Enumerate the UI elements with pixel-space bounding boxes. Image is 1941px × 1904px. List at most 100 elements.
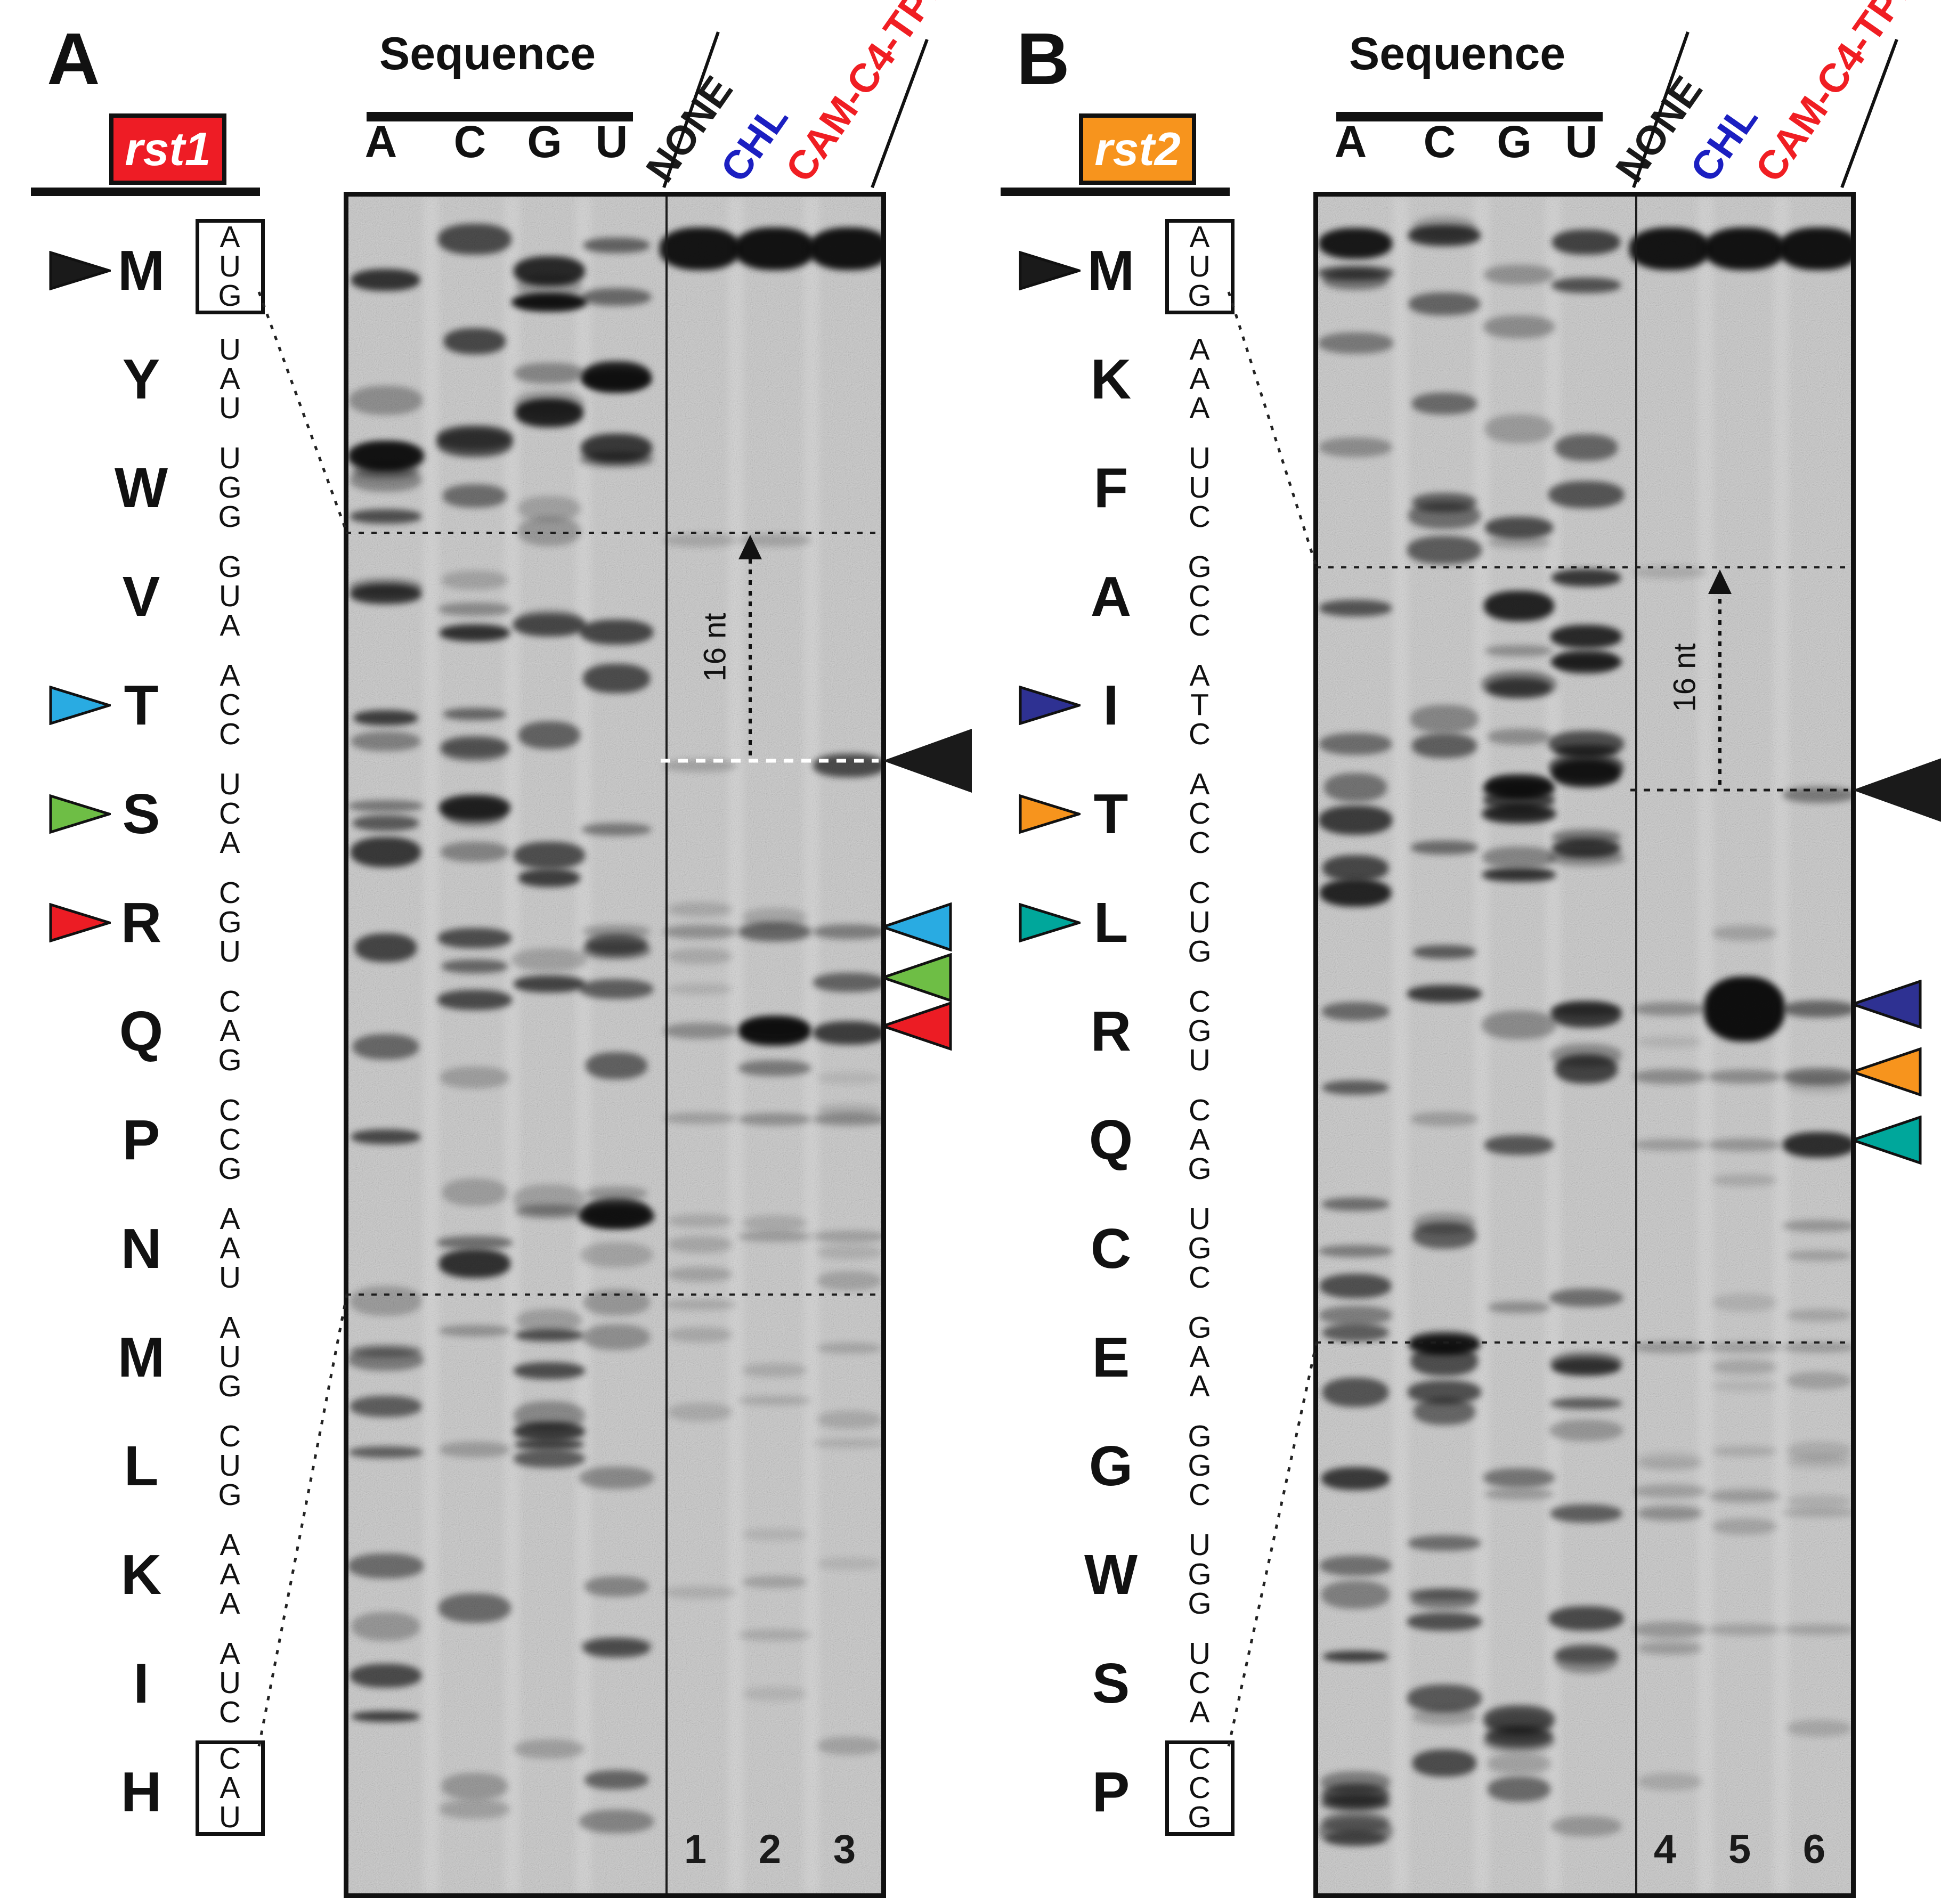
gel-band [664, 1023, 736, 1039]
gel-band [1712, 1380, 1776, 1392]
gel-band [438, 927, 511, 948]
gel-band [1319, 1274, 1392, 1298]
gel-band [664, 1112, 736, 1124]
residue-letter: Y [122, 348, 160, 411]
residue-letter: I [1103, 674, 1119, 737]
lane-gap-streak [1474, 197, 1490, 1893]
residue-marker-arrow-icon [49, 250, 114, 291]
gel-band [1634, 1341, 1706, 1353]
lane-number: 2 [758, 1827, 782, 1872]
residue-letter: S [122, 783, 160, 845]
residue-letter: M [117, 1326, 165, 1389]
gel-band [664, 1586, 736, 1599]
residue-letter: W [1084, 1543, 1138, 1606]
gel-band [351, 1711, 420, 1722]
gel-band [743, 1017, 807, 1036]
gel-band [580, 434, 653, 463]
gel-band [1783, 1220, 1851, 1232]
gel-band [1555, 434, 1618, 461]
gel-band [583, 1639, 650, 1658]
gel-band [582, 1324, 651, 1350]
gel-band [584, 1770, 648, 1789]
gel-band [1552, 229, 1620, 255]
gel-band [1318, 265, 1393, 281]
gel-band [350, 1396, 422, 1417]
gel-band [1787, 1077, 1851, 1094]
gel-band [352, 815, 419, 831]
gel-band [668, 1267, 732, 1282]
gel-band [581, 1637, 652, 1654]
gel-band [1638, 1504, 1702, 1521]
gel-band [1554, 1647, 1618, 1664]
seq-lane-label: U [595, 117, 628, 167]
gel-band [1322, 1812, 1389, 1834]
gel-band [351, 1129, 420, 1144]
gel-band [1484, 1488, 1554, 1500]
gel-band [515, 398, 584, 428]
gel-band [1320, 878, 1391, 907]
gel-band [348, 1553, 424, 1579]
gel-band [584, 1576, 648, 1597]
gel-band [1783, 1624, 1851, 1635]
gel-band [1552, 839, 1620, 858]
gel-band [1487, 729, 1550, 745]
gel-band [1319, 437, 1392, 457]
gel-band [441, 1773, 508, 1800]
gel-band [1319, 805, 1392, 835]
gel-band [348, 800, 423, 812]
residue-letter: T [1093, 783, 1128, 845]
gel-band [738, 1396, 811, 1405]
gel-band [513, 256, 586, 287]
gel-band [1551, 829, 1621, 844]
gel-band [1409, 1334, 1480, 1355]
gene-name: rst1 [125, 123, 211, 175]
gel-band [1412, 1750, 1477, 1777]
gel-band [1407, 1380, 1482, 1404]
residue-letter: A [1090, 565, 1132, 628]
toeprint-site-arrow-icon [1848, 979, 1922, 1031]
gel-band [1407, 536, 1482, 565]
gel-band [1408, 502, 1481, 529]
gel-band [1638, 1036, 1702, 1048]
gel-band [1407, 1613, 1482, 1631]
residue-letter: G [1089, 1435, 1133, 1498]
gel-band [515, 1329, 584, 1341]
gel-band [1787, 1442, 1851, 1461]
gel-band [350, 1345, 422, 1357]
residue-marker-arrow-icon [49, 685, 114, 726]
gel-band [1708, 1342, 1781, 1353]
gel-band [1783, 1068, 1851, 1085]
gel-band [1488, 1301, 1550, 1314]
gel-band [350, 1286, 421, 1316]
gel-band [443, 328, 506, 354]
residue-marker-arrow-icon [1019, 685, 1084, 726]
residue-letter: M [117, 239, 165, 302]
gel-band [813, 754, 881, 777]
residue-marker-arrow-icon [1019, 250, 1084, 291]
gel-band [1704, 227, 1785, 270]
gel-band [1783, 1342, 1851, 1353]
residue-letter: L [1093, 891, 1128, 954]
gel-band [1409, 292, 1480, 316]
gel-band [1487, 1776, 1551, 1802]
gel-band [350, 467, 422, 492]
gel-band [442, 738, 508, 757]
gel-band [352, 1034, 419, 1060]
gel-band [1483, 777, 1555, 799]
toeprint-site-arrow-icon [1848, 1047, 1922, 1099]
gel-band [1549, 1288, 1623, 1307]
gel-band [1323, 269, 1388, 290]
gel-band [817, 1737, 881, 1755]
gel-band [1484, 1135, 1554, 1155]
